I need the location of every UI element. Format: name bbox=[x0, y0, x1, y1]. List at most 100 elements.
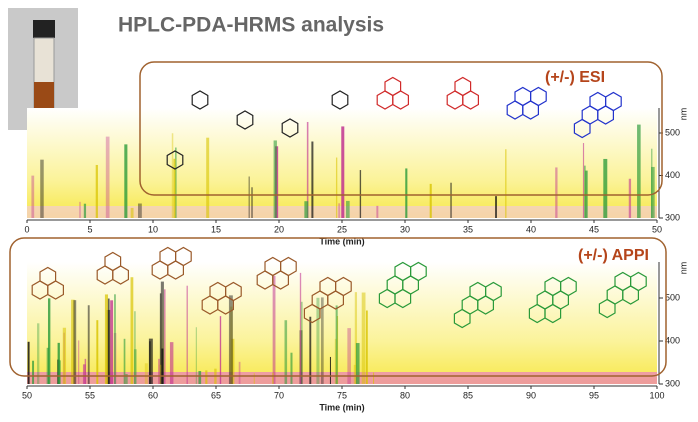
molecule-ring bbox=[303, 303, 321, 324]
molecule-ring bbox=[544, 303, 562, 324]
heatmap-streak bbox=[219, 316, 222, 384]
heatmap-band bbox=[27, 372, 657, 384]
heatmap-streak bbox=[95, 164, 98, 218]
heatmap-streak bbox=[148, 338, 153, 384]
panel-label: (+/-) APPI bbox=[578, 247, 649, 264]
x-tick-label: 80 bbox=[400, 390, 410, 400]
heatmap-streak bbox=[284, 320, 288, 384]
molecule-ring bbox=[629, 271, 647, 292]
heatmap-streak bbox=[373, 372, 375, 384]
heatmap-streak bbox=[231, 338, 235, 384]
y-tick-label: 400 bbox=[665, 170, 680, 180]
heatmap-streak bbox=[164, 289, 166, 384]
appi-box bbox=[9, 237, 667, 377]
heatmap-streak bbox=[230, 306, 233, 384]
x-axis-title: Time (min) bbox=[319, 236, 364, 246]
heatmap-streak bbox=[306, 121, 309, 218]
heatmap-streak bbox=[130, 207, 134, 218]
molecule-ring bbox=[453, 308, 471, 329]
molecule-ring bbox=[236, 110, 254, 130]
heatmap-streak bbox=[628, 178, 632, 218]
heatmap-streak bbox=[273, 140, 277, 218]
x-tick-label: 5 bbox=[87, 224, 92, 234]
x-tick-label: 35 bbox=[463, 224, 473, 234]
heatmap-streak bbox=[114, 294, 116, 384]
heatmap-streak bbox=[82, 364, 86, 384]
heatmap-streak bbox=[228, 295, 233, 384]
heatmap-streak bbox=[198, 371, 202, 384]
molecule-ring bbox=[485, 281, 502, 302]
heatmap-streak bbox=[105, 136, 110, 218]
heatmap-streak bbox=[603, 158, 608, 218]
heatmap-streak bbox=[338, 203, 341, 218]
molecule-ring bbox=[166, 150, 184, 170]
heatmap-streak bbox=[110, 300, 114, 384]
x-tick-label: 65 bbox=[211, 390, 221, 400]
heatmap-streak bbox=[316, 297, 320, 384]
molecule-ring bbox=[39, 266, 57, 287]
molecule-ring bbox=[331, 90, 349, 110]
heatmap-streak bbox=[405, 168, 408, 218]
heatmap-streak bbox=[354, 292, 358, 384]
heatmap-streak bbox=[341, 126, 345, 218]
heatmap-streak bbox=[300, 301, 303, 384]
heatmap-streak bbox=[637, 124, 641, 218]
heatmap-streak bbox=[47, 298, 51, 384]
molecule-ring bbox=[384, 76, 402, 97]
heatmap-streak bbox=[124, 144, 128, 218]
heatmap-streak bbox=[251, 187, 253, 218]
molecule-ring bbox=[104, 251, 122, 272]
y-tick-label: 300 bbox=[665, 378, 680, 388]
molecule-ring bbox=[394, 288, 412, 309]
heatmap-streak bbox=[195, 327, 197, 384]
heatmap-streak bbox=[582, 143, 585, 218]
molecule-ring bbox=[175, 246, 192, 267]
y-tick-label: 400 bbox=[665, 335, 680, 345]
heatmap-streak bbox=[651, 166, 655, 218]
figure-title: HPLC-PDA-HRMS analysis bbox=[118, 14, 384, 37]
x-tick-label: 85 bbox=[463, 390, 473, 400]
x-tick-label: 75 bbox=[337, 390, 347, 400]
heatmap-streak bbox=[651, 148, 653, 218]
heatmap-streak bbox=[159, 293, 162, 384]
heatmap-streak bbox=[83, 203, 87, 218]
heatmap-streak bbox=[144, 363, 148, 384]
heatmap-streak bbox=[106, 309, 111, 384]
molecule-ring bbox=[559, 276, 577, 297]
heatmap-streak bbox=[169, 342, 174, 384]
heatmap-streak bbox=[158, 364, 162, 384]
molecule-ring bbox=[281, 118, 299, 138]
heatmap-streak bbox=[505, 149, 507, 218]
heatmap-streak bbox=[206, 137, 210, 218]
heatmap-streak bbox=[290, 352, 293, 384]
heatmap-streak bbox=[346, 200, 350, 218]
heatmap-streak bbox=[353, 364, 356, 384]
x-tick-label: 60 bbox=[148, 390, 158, 400]
molecule-ring bbox=[225, 281, 242, 302]
heatmap-streak bbox=[376, 205, 379, 218]
heatmap-streak bbox=[335, 157, 338, 218]
heatmap-streak bbox=[355, 343, 360, 384]
heatmap-streak bbox=[59, 360, 61, 384]
heatmap-streak bbox=[32, 360, 35, 384]
heatmap-streak bbox=[429, 183, 432, 218]
heatmap-streak bbox=[205, 370, 208, 384]
heatmap-streak bbox=[248, 176, 250, 218]
heatmap-streak bbox=[77, 340, 80, 384]
heatmap-streak bbox=[272, 275, 276, 384]
heatmap-streak bbox=[361, 292, 366, 384]
x-tick-label: 10 bbox=[148, 224, 158, 234]
molecule-ring bbox=[191, 90, 209, 110]
molecule-ring bbox=[335, 276, 352, 297]
heatmap-streak bbox=[173, 158, 176, 218]
heatmap-streak bbox=[130, 277, 134, 384]
heatmap-streak bbox=[272, 372, 274, 384]
molecule-ring bbox=[573, 118, 591, 139]
heatmap-streak bbox=[27, 341, 30, 384]
heatmap-streak bbox=[175, 147, 177, 218]
x-tick-label: 50 bbox=[22, 390, 32, 400]
heatmap-streak bbox=[253, 373, 255, 384]
heatmap-streak bbox=[335, 305, 338, 384]
heatmap-streak bbox=[71, 299, 75, 384]
